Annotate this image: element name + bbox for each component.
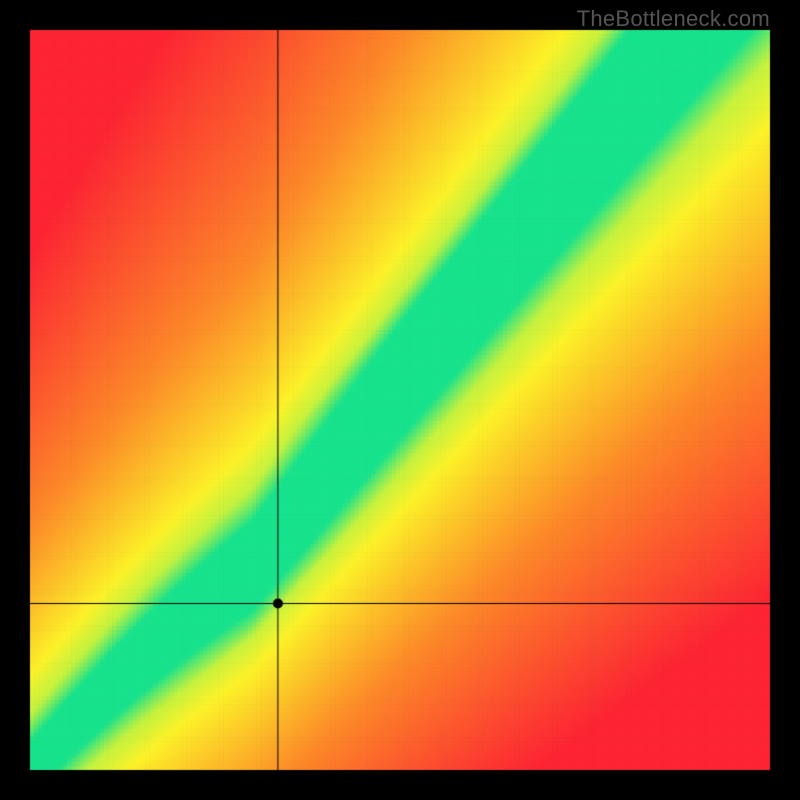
watermark-text: TheBottleneck.com [577,6,770,32]
chart-container: TheBottleneck.com [0,0,800,800]
bottleneck-heatmap [0,0,800,800]
